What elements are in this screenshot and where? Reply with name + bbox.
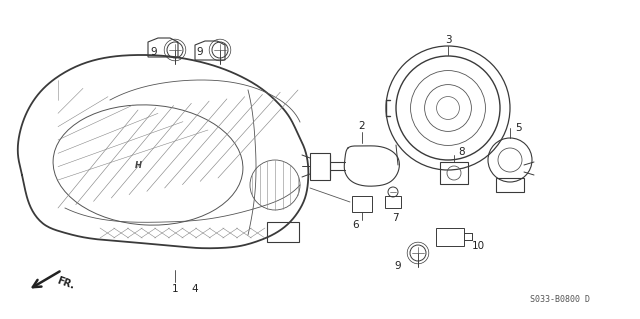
Text: 8: 8 xyxy=(459,147,465,157)
Text: FR.: FR. xyxy=(55,275,76,291)
Text: 1: 1 xyxy=(172,284,179,294)
Text: 7: 7 xyxy=(392,213,398,223)
Text: 6: 6 xyxy=(353,220,359,230)
Text: 3: 3 xyxy=(445,35,451,45)
Text: 9: 9 xyxy=(196,47,204,57)
Text: 5: 5 xyxy=(515,123,522,133)
Text: H: H xyxy=(134,160,141,169)
Text: 9: 9 xyxy=(395,261,401,271)
Text: S033-B0800 D: S033-B0800 D xyxy=(530,295,590,305)
Text: 2: 2 xyxy=(358,121,365,131)
Text: 4: 4 xyxy=(192,284,198,294)
Text: 9: 9 xyxy=(150,47,157,57)
Text: 10: 10 xyxy=(472,241,484,251)
